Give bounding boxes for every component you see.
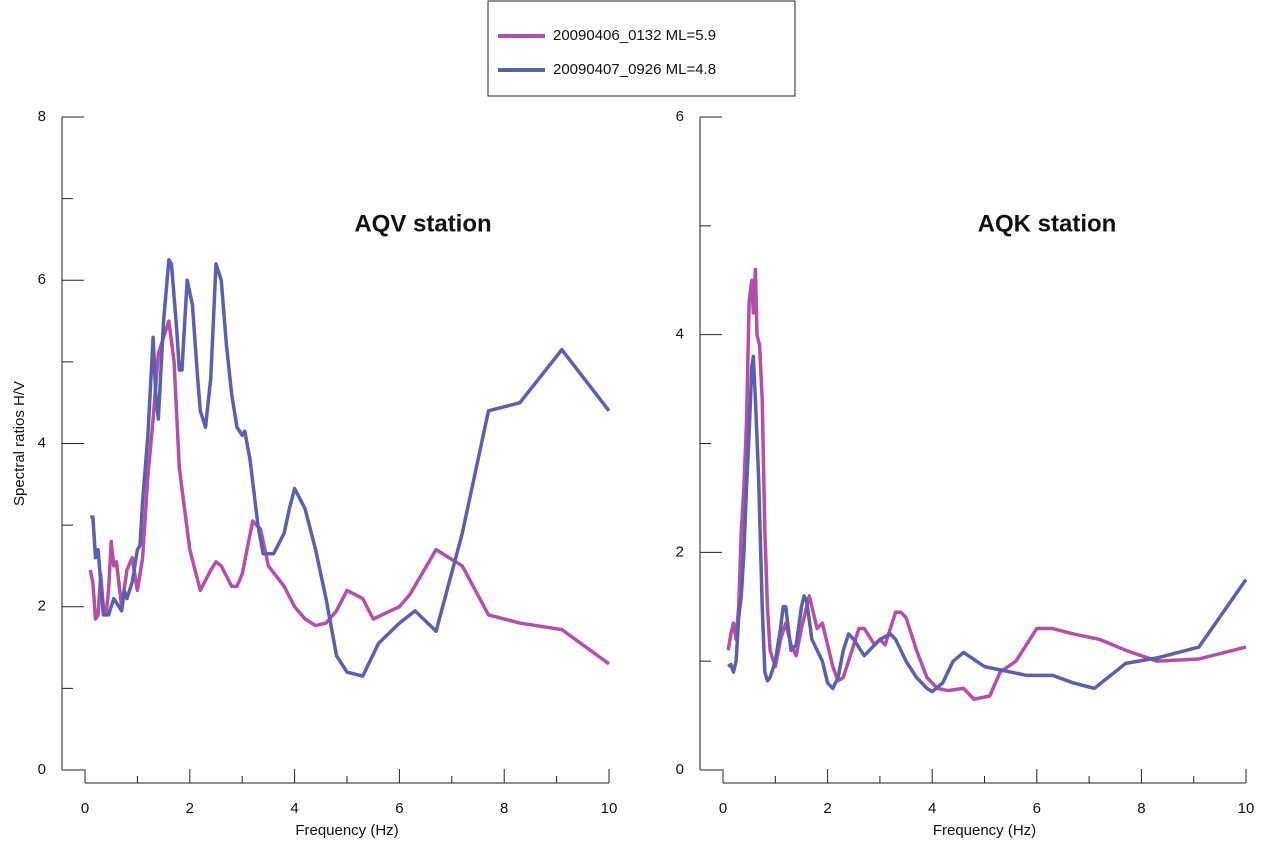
x-tick-label: 0 [719,800,727,817]
x-tick-label: 6 [395,800,403,817]
legend-label: 20090407_0926 ML=4.8 [553,61,716,78]
x-tick-label: 10 [1238,800,1255,817]
y-tick-label: 8 [38,108,46,125]
data-line [727,354,1248,694]
x-tick-label: 0 [81,800,89,817]
data-line [88,319,611,666]
x-axis-label: Frequency (Hz) [295,822,398,839]
x-tick-label: 8 [500,800,508,817]
x-tick-label: 6 [1033,800,1041,817]
x-tick-label: 10 [601,800,618,817]
y-tick-label: 6 [676,108,684,125]
y-axis-label: Spectral ratios H/V [11,381,28,506]
legend-label: 20090406_0132 ML=5.9 [553,27,716,44]
y-tick-label: 6 [38,271,46,288]
y-tick-label: 0 [38,761,46,778]
data-line [726,267,1247,702]
chart-title: AQV station [354,210,491,237]
y-tick-label: 4 [676,326,684,343]
y-tick-label: 0 [676,761,684,778]
x-tick-label: 4 [290,800,298,817]
x-axis-label: Frequency (Hz) [933,822,1036,839]
y-tick-label: 2 [38,598,46,615]
chart-title: AQK station [978,210,1117,237]
x-tick-label: 2 [186,800,194,817]
x-tick-label: 2 [823,800,831,817]
y-tick-label: 2 [676,543,684,560]
legend-box [487,0,796,97]
x-tick-label: 8 [1137,800,1145,817]
x-tick-label: 4 [928,800,936,817]
data-line [90,258,611,678]
y-tick-label: 4 [38,434,46,451]
